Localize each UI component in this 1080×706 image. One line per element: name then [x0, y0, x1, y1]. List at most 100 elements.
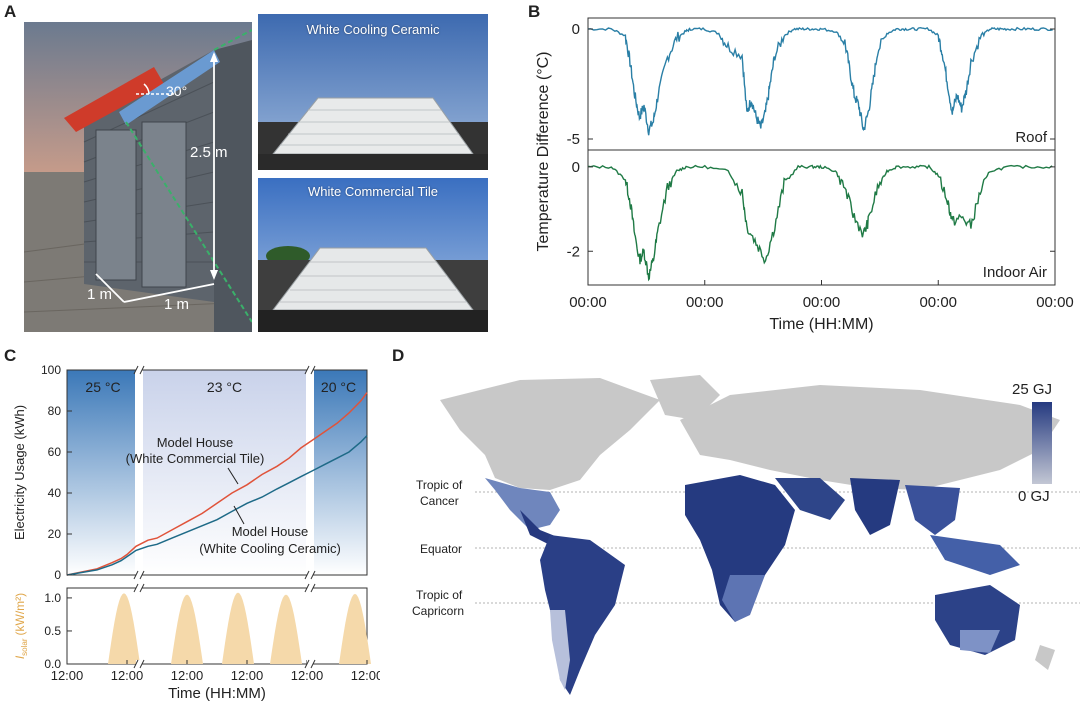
axis-break-bg-1-1 [307, 366, 313, 374]
axis-break-b-0-0 [139, 570, 145, 580]
axis-break-b-1-2 [310, 583, 316, 593]
axis-break-a-0-2 [133, 583, 139, 593]
c-ytick-label-0: 0 [54, 568, 61, 582]
label-ceramic-2: (White Cooling Ceramic) [199, 541, 341, 556]
c-ylabel: Electricity Usage (kWh) [12, 405, 27, 540]
panel-a-house-photo [24, 22, 252, 332]
axis-break-bg-1-0 [307, 571, 313, 579]
solar-peak-3 [270, 594, 302, 664]
panel-d-world-map [440, 375, 1080, 695]
zone-label-25c: 25 °C [85, 379, 120, 395]
b-top-series-line [587, 26, 1053, 136]
axis-break-b-1-0 [310, 570, 316, 580]
b-top-ytick-label-1: -5 [567, 131, 580, 148]
b-ylabel: Temperature Difference (°C) [535, 52, 552, 252]
c-solar-ylabel-sub: solar [20, 638, 29, 656]
axis-break-bg-0-2 [136, 584, 142, 592]
panel-b-letter: B [528, 2, 541, 21]
panel-a-letter: A [4, 2, 17, 21]
c-top-frame [66, 369, 368, 576]
tropic-cancer-label-2: Cancer [420, 494, 459, 508]
label-tile-1: Model House [157, 435, 234, 450]
zone-25c [67, 370, 135, 575]
colorbar-min-label: 0 GJ [1018, 488, 1050, 505]
photo-white-cooling-ceramic [258, 14, 488, 170]
label-tile-pointer [227, 467, 239, 485]
caption-white-commercial-tile: White Commercial Tile [307, 184, 439, 199]
panel-d-letter: D [392, 346, 405, 365]
c-series-0 [66, 392, 368, 576]
zone-label-20c: 20 °C [321, 379, 356, 395]
axis-break-b-0-2 [139, 583, 145, 593]
c-xtick-label-1: 12:00 [111, 668, 144, 683]
plot-frame [587, 17, 1056, 286]
panel-b-chart: 0 -5 Roof 0 -2 Indoor Air 00:00 00:00 00:00 00:00… [535, 17, 1074, 333]
axis-break-bg-1-3 [307, 660, 313, 668]
panel-c-chart: 25 °C 23 °C 20 °C 0 20 40 60 80 100 Electricity U… [12, 363, 380, 702]
label-ceramic-1: Model House [232, 524, 309, 539]
axis-break-a-1-3 [304, 659, 310, 669]
tropic-capricorn-label-2: Capricorn [412, 604, 465, 618]
caption-white-cooling-ceramic: White Cooling Ceramic [306, 22, 440, 37]
axis-break-b-0-3 [139, 659, 145, 669]
angle-label: 30° [166, 83, 188, 99]
c-bottom-frame [66, 587, 368, 665]
axis-break-a-0-1 [133, 365, 139, 375]
solar-peak-4 [339, 593, 371, 664]
axis-break-b-0-1 [139, 365, 145, 375]
c-xtick-label-2: 12:00 [171, 668, 204, 683]
b-xtick-label-0: 00:00 [569, 294, 607, 311]
c-solar-ylabel-main: I [13, 655, 27, 659]
b-xtick-label-2: 00:00 [803, 294, 841, 311]
c-xtick-label-5: 12:00 [351, 668, 380, 683]
width-label: 1 m [87, 286, 113, 303]
b-xtick-label-1: 00:00 [686, 294, 724, 311]
zone-23c [143, 370, 306, 575]
c-ytick-label-1: 20 [48, 527, 62, 541]
c-xlabel: Time (HH:MM) [168, 685, 266, 702]
b-bottom-ytick-label-1: -2 [567, 243, 580, 260]
axis-break-a-1-1 [304, 365, 310, 375]
c-series-1 [66, 435, 368, 576]
c-solar-ylabel: Isolar (kW/m²) [13, 593, 29, 659]
c-solar-ytick-label-2: 1.0 [44, 591, 61, 605]
colorbar-max-label: 25 GJ [1012, 381, 1053, 398]
c-xtick-label-4: 12:00 [291, 668, 324, 683]
height-label: 2.5 m [190, 144, 228, 161]
b-top-annotation: Roof [1015, 129, 1048, 146]
label-tile-2: (White Commercial Tile) [126, 451, 265, 466]
axis-break-a-0-3 [133, 659, 139, 669]
label-ceramic-pointer [233, 505, 245, 525]
b-bottom-series-line [587, 164, 1053, 282]
solar-peak-0 [108, 593, 140, 664]
axis-break-bg-1-2 [307, 584, 313, 592]
c-solar-ylabel-unit: (kW/m²) [13, 593, 27, 636]
photo-white-commercial-tile [258, 178, 488, 332]
panel-c-letter: C [4, 346, 17, 365]
axis-break-a-0-0 [133, 570, 139, 580]
axis-break-bg-0-1 [136, 366, 142, 374]
b-bottom-annotation: Indoor Air [983, 264, 1047, 281]
axis-break-b-1-1 [310, 365, 316, 375]
tropic-cancer-label-1: Tropic of [416, 478, 463, 492]
solar-peak-2 [222, 592, 254, 664]
c-solar-ytick-label-0: 0.0 [44, 657, 61, 671]
depth-label: 1 m [164, 296, 190, 313]
axis-break-a-1-2 [304, 583, 310, 593]
tropic-capricorn-label-1: Tropic of [416, 588, 463, 602]
c-xtick-label-3: 12:00 [231, 668, 264, 683]
b-top-ytick-label-0: 0 [572, 21, 580, 38]
c-ytick-label-4: 80 [48, 404, 62, 418]
solar-peak-1 [171, 594, 203, 664]
b-xtick-label-4: 00:00 [1036, 294, 1074, 311]
c-ytick-label-3: 60 [48, 445, 62, 459]
c-ytick-label-5: 100 [41, 363, 61, 377]
c-xtick-label-0: 12:00 [51, 668, 84, 683]
axis-break-bg-0-3 [136, 660, 142, 668]
b-xtick-label-3: 00:00 [919, 294, 957, 311]
axis-break-b-1-3 [310, 659, 316, 669]
zone-label-23c: 23 °C [207, 379, 242, 395]
c-solar-ytick-label-1: 0.5 [44, 624, 61, 638]
c-ytick-label-2: 40 [48, 486, 62, 500]
b-bottom-ytick-label-0: 0 [572, 159, 580, 176]
